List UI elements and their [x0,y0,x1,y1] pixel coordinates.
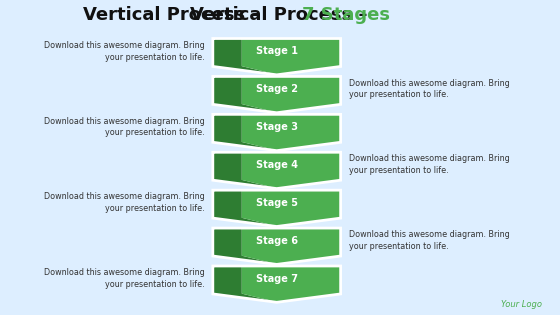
Text: Stage 6: Stage 6 [256,236,298,246]
Text: Vertical Process –: Vertical Process – [190,6,374,25]
Text: Download this awesome diagram. Bring
your presentation to life.: Download this awesome diagram. Bring you… [44,268,205,289]
Text: Stage 3: Stage 3 [256,122,298,132]
Polygon shape [213,152,277,188]
Polygon shape [242,115,340,150]
Text: Download this awesome diagram. Bring
your presentation to life.: Download this awesome diagram. Bring you… [44,41,205,61]
Text: Stage 1: Stage 1 [256,46,298,56]
Text: Download this awesome diagram. Bring
your presentation to life.: Download this awesome diagram. Bring you… [44,192,205,213]
Polygon shape [213,77,340,112]
Text: Stage 2: Stage 2 [256,84,298,94]
Polygon shape [242,266,340,302]
Polygon shape [242,191,340,226]
Text: Download this awesome diagram. Bring
your presentation to life.: Download this awesome diagram. Bring you… [44,117,205,137]
Polygon shape [242,228,340,264]
Polygon shape [213,191,340,226]
Text: 7 Stages: 7 Stages [302,6,390,25]
Text: Vertical Process –: Vertical Process – [83,6,267,25]
Polygon shape [213,266,340,302]
Polygon shape [213,191,277,226]
Polygon shape [213,77,277,112]
Polygon shape [213,228,277,264]
Text: Download this awesome diagram. Bring
your presentation to life.: Download this awesome diagram. Bring you… [348,154,510,175]
Polygon shape [213,152,340,188]
Text: Stage 7: Stage 7 [256,274,298,284]
Polygon shape [213,228,340,264]
Polygon shape [242,77,340,112]
Polygon shape [213,115,277,150]
Polygon shape [242,39,340,74]
Text: Stage 4: Stage 4 [256,160,298,170]
Text: Stage 5: Stage 5 [256,198,298,208]
Text: Your Logo: Your Logo [501,300,542,309]
Polygon shape [213,39,277,74]
Polygon shape [242,152,340,188]
Polygon shape [213,266,277,302]
Polygon shape [213,115,340,150]
Text: Download this awesome diagram. Bring
your presentation to life.: Download this awesome diagram. Bring you… [348,230,510,251]
Text: Download this awesome diagram. Bring
your presentation to life.: Download this awesome diagram. Bring you… [348,79,510,100]
Polygon shape [213,39,340,74]
